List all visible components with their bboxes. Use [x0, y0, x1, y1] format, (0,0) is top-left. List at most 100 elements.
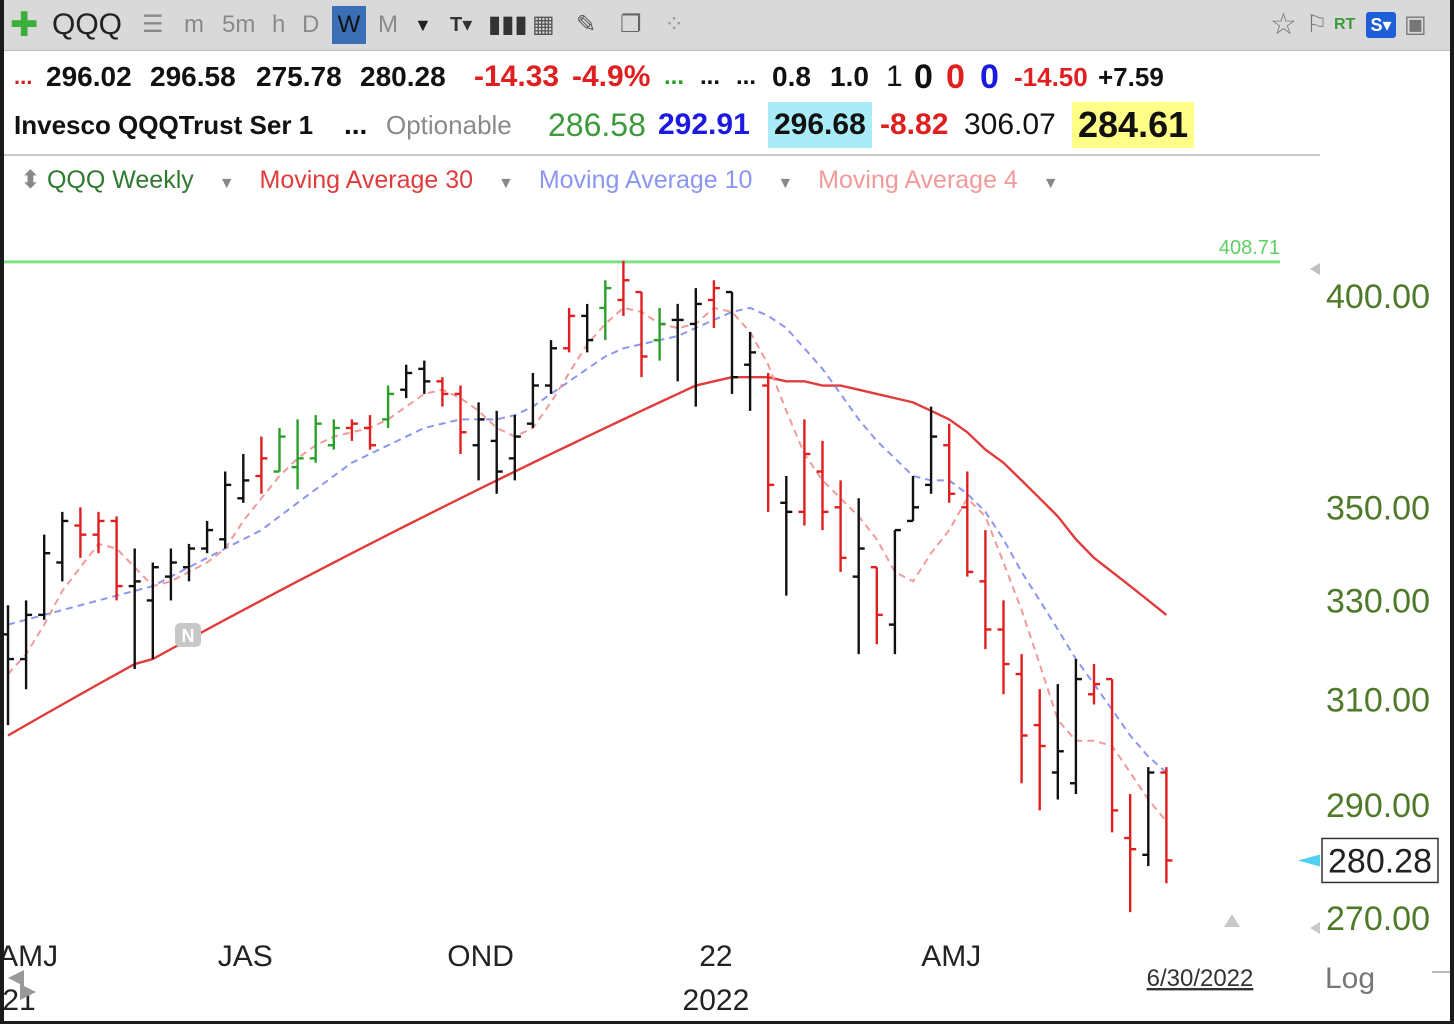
scale-mode-label[interactable]: Log [1325, 962, 1375, 995]
ohlc-bar[interactable] [255, 436, 268, 494]
save-icon[interactable]: ▣ [1404, 11, 1427, 38]
timeframe-mo[interactable]: M [378, 11, 398, 38]
ohlc-bar[interactable] [979, 530, 992, 650]
ohlc-bar[interactable] [599, 280, 612, 341]
scroll-marker-down-icon[interactable] [1224, 914, 1240, 927]
ohlc-bar[interactable] [490, 410, 503, 494]
ohlc-bar[interactable] [653, 307, 666, 361]
add-symbol-icon[interactable]: ✚ [10, 6, 39, 44]
ohlc-bar[interactable] [92, 511, 105, 554]
quote-row1-value-0: ... [14, 64, 33, 89]
ohlc-bar[interactable] [798, 419, 811, 526]
ohlc-bar[interactable] [1106, 677, 1119, 833]
ohlc-bar[interactable] [237, 453, 250, 503]
ohlc-bar[interactable] [689, 288, 702, 407]
ohlc-bar[interactable] [472, 402, 485, 481]
scroll-arrows-icon[interactable] [8, 970, 36, 1000]
legend-ma10[interactable]: Moving Average 10 ▼ [538, 166, 794, 194]
last-price-label: 280.28 [1328, 842, 1432, 880]
dropdown-icon[interactable]: ▼ [414, 15, 432, 35]
pencil-icon[interactable]: ✎ [576, 11, 597, 38]
news-marker-icon[interactable] [175, 623, 201, 647]
ohlc-bar[interactable] [816, 440, 829, 531]
ohlc-bar[interactable] [834, 480, 847, 572]
ohlc-bar[interactable] [400, 364, 413, 399]
scroll-marker-up-icon[interactable] [1310, 263, 1320, 275]
ohlc-bar[interactable] [961, 471, 974, 577]
timeframe-w[interactable]: W [332, 6, 366, 44]
s-badge[interactable]: S▾ [1366, 12, 1396, 38]
flag-icon[interactable]: ⚐ [1306, 11, 1328, 38]
ohlc-bar[interactable] [38, 534, 51, 620]
current-date-label[interactable]: 6/30/2022 [1147, 965, 1254, 992]
symbol-label[interactable]: QQQ [52, 8, 123, 41]
ohlc-bar[interactable] [707, 280, 720, 328]
ohlc-bar[interactable] [943, 423, 956, 503]
share-icon[interactable]: ⁘ [664, 11, 685, 38]
ohlc-bar[interactable] [327, 419, 340, 450]
ohlc-bar[interactable] [74, 507, 87, 558]
ohlc-bar[interactable] [382, 385, 395, 428]
ohlc-bar[interactable] [273, 427, 286, 473]
ohlc-bar[interactable] [635, 290, 648, 378]
ohlc-bar[interactable] [2, 605, 14, 726]
ohlc-bar[interactable] [309, 415, 322, 463]
ohlc-bar[interactable] [1160, 767, 1173, 884]
ohlc-bar[interactable] [201, 520, 214, 554]
ohlc-bar[interactable] [1069, 659, 1082, 795]
ohlc-bar[interactable] [780, 475, 793, 596]
bar-chart-icon[interactable]: ▮▮▮ [488, 11, 528, 38]
ohlc-bar[interactable] [110, 516, 123, 601]
rt-label[interactable]: RT [1334, 16, 1356, 33]
ohlc-bar[interactable] [418, 360, 431, 394]
ohlc-bar[interactable] [907, 475, 919, 523]
ohlc-bar[interactable] [164, 548, 177, 601]
ohlc-bar[interactable] [508, 415, 521, 481]
ohlc-bar[interactable] [671, 303, 684, 382]
ohlc-bar[interactable] [345, 419, 358, 441]
grid-add-icon[interactable]: ▦ [532, 11, 555, 38]
ohlc-bar[interactable] [454, 385, 467, 454]
ohlc-bar[interactable] [146, 562, 159, 660]
ohlc-bar[interactable] [1142, 767, 1155, 867]
legend-ma4[interactable]: Moving Average 4 ▼ [818, 166, 1059, 194]
ohlc-bar[interactable] [20, 600, 33, 690]
ohlc-bar[interactable] [56, 511, 69, 582]
ohlc-bar[interactable] [545, 340, 557, 394]
star-icon[interactable]: ☆ [1270, 8, 1297, 41]
timeframe-h[interactable]: h [272, 11, 286, 38]
ohlc-bar[interactable] [617, 260, 630, 316]
ohlc-bar[interactable] [744, 332, 757, 411]
ohlc-bar[interactable] [870, 566, 883, 645]
ohlc-bar[interactable] [1088, 664, 1100, 705]
ohlc-bar[interactable] [526, 373, 539, 428]
list-icon[interactable]: ☰ [142, 11, 164, 38]
ohlc-bar[interactable] [726, 290, 738, 394]
ohlc-bar[interactable] [997, 600, 1010, 695]
ohlc-bar[interactable] [888, 528, 901, 655]
ohlc-bar[interactable] [1051, 684, 1064, 800]
ohlc-bar[interactable] [291, 419, 304, 490]
ohlc-bar[interactable] [436, 377, 449, 407]
ohlc-bar[interactable] [852, 498, 865, 655]
ohlc-bar[interactable] [219, 471, 232, 549]
ohlc-bar[interactable] [762, 373, 775, 512]
ohlc-bar[interactable] [128, 548, 141, 670]
text-tool-icon[interactable]: T▾ [450, 14, 473, 36]
ohlc-bar[interactable] [581, 303, 594, 353]
timeframe-5m[interactable]: 5m [222, 11, 256, 38]
ohlc-bar[interactable] [1124, 794, 1137, 913]
timeframe-d[interactable]: D [302, 11, 320, 38]
ohlc-bar[interactable] [183, 543, 195, 582]
legend-weekly[interactable]: ⬍ QQQ Weekly ▼ [20, 166, 235, 194]
ohlc-bar[interactable] [1033, 689, 1046, 811]
ohlc-bar[interactable] [925, 406, 938, 494]
legend-ma30[interactable]: Moving Average 30 ▼ [259, 166, 514, 194]
scroll-marker-left-icon[interactable] [1310, 922, 1320, 934]
ohlc-bar[interactable] [563, 307, 576, 353]
layers-icon[interactable]: ❐ [620, 11, 642, 38]
timeframe-m[interactable]: m [184, 11, 204, 38]
ohlc-bar[interactable] [1015, 654, 1028, 784]
ohlc-bar[interactable] [364, 415, 376, 450]
